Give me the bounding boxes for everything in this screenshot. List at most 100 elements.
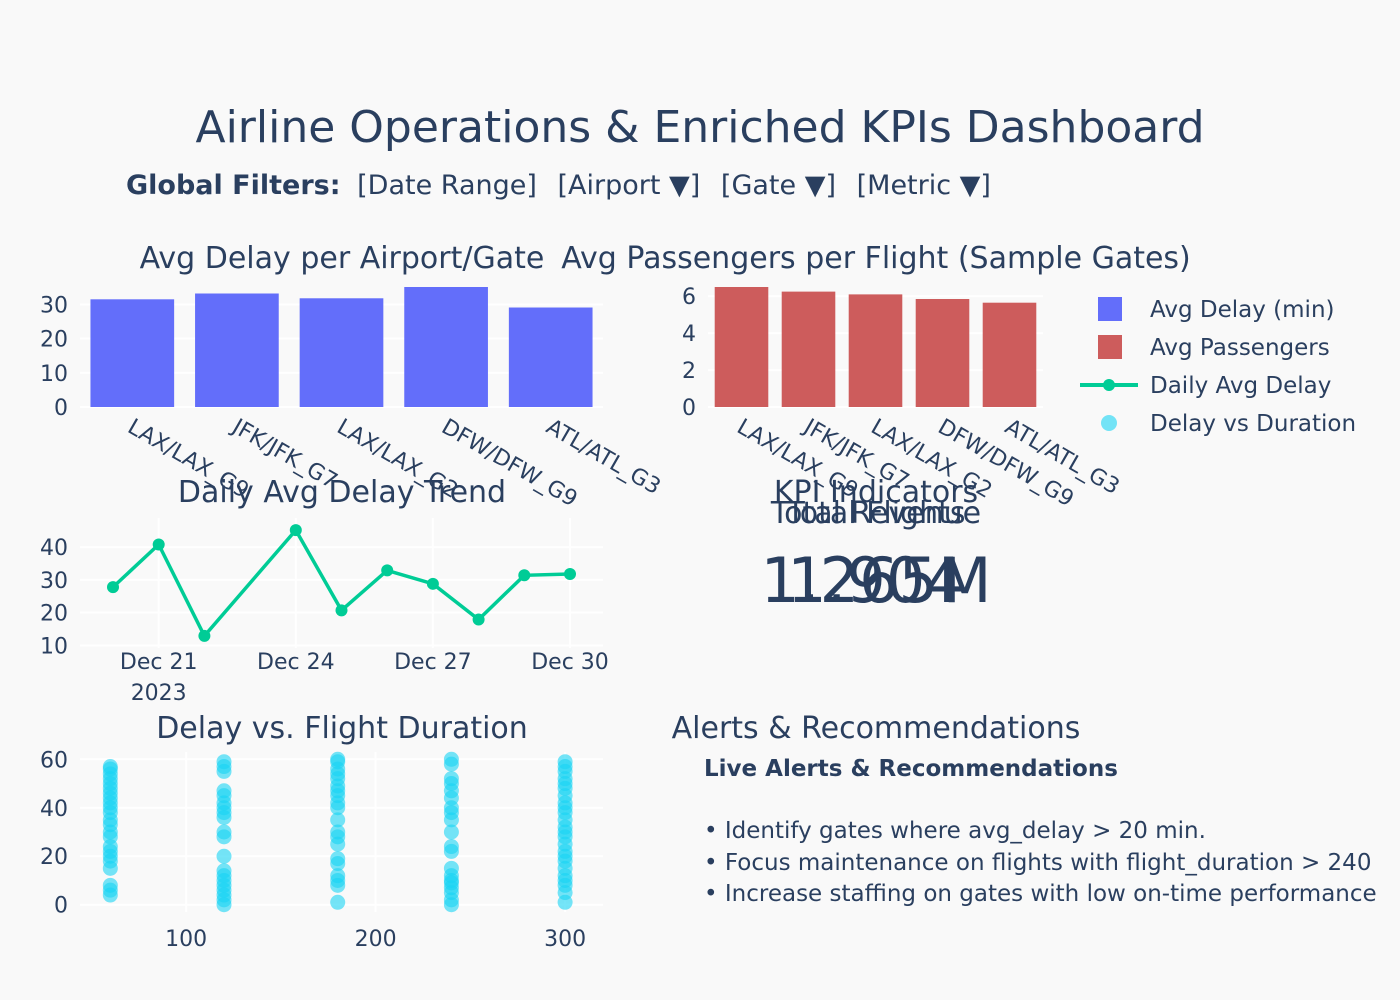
y-tick-label: 10	[40, 362, 68, 387]
y-tick-label: 10	[40, 634, 68, 659]
bar	[299, 298, 384, 407]
y-tick-label: 2	[682, 359, 696, 384]
y-tick-label: 4	[682, 322, 696, 347]
scatter-point	[330, 894, 346, 910]
legend-item-avg-passengers[interactable]: Avg Passengers	[1098, 335, 1330, 361]
global-filters: Global Filters: [Date Range] [Airport ▼]…	[126, 170, 991, 201]
legend: Avg Delay (min) Avg Passengers Daily Avg…	[1080, 297, 1356, 437]
scatter-chart-title: Delay vs. Flight Duration	[156, 711, 528, 746]
y-tick-label: 0	[54, 396, 68, 421]
scatter-point	[216, 754, 232, 770]
kpi-label-total-flights: Total Flights	[786, 496, 966, 531]
x-tick-label: Dec 27	[394, 650, 472, 675]
scatter-point	[330, 751, 346, 767]
scatter-point	[443, 771, 459, 787]
alerts-heading: Live Alerts & Recommendations	[704, 756, 1118, 782]
legend-swatch-avg-delay	[1098, 297, 1122, 321]
scatter-point	[330, 812, 346, 828]
kpi-label-total-revenue: Total Revenue	[770, 496, 981, 531]
delay-duration-scatter: 0 20 40 60 100 200 300	[40, 748, 603, 952]
bar	[982, 302, 1037, 407]
scatter-point	[443, 839, 459, 855]
y-tick-label: 20	[40, 602, 68, 627]
data-point	[426, 577, 439, 590]
bar	[714, 287, 769, 407]
scatter-point	[330, 868, 346, 884]
filter-gate[interactable]: [Gate ▼]	[721, 170, 836, 201]
legend-label: Daily Avg Delay	[1150, 373, 1331, 399]
legend-item-delay-vs-duration[interactable]: Delay vs Duration	[1101, 411, 1356, 437]
filter-date-range[interactable]: [Date Range]	[357, 170, 537, 201]
data-point	[518, 569, 531, 582]
bar	[508, 307, 593, 407]
data-point	[472, 613, 485, 626]
legend-swatch-avg-passengers	[1098, 335, 1122, 359]
scatter-point	[216, 863, 232, 879]
data-point	[289, 524, 302, 537]
scatter-point	[330, 824, 346, 840]
y-tick-label: 60	[40, 748, 68, 773]
alert-item: • Focus maintenance on flights with flig…	[704, 850, 1371, 876]
y-tick-label: 30	[40, 293, 68, 318]
bar	[195, 293, 279, 407]
scatter-point	[557, 754, 573, 770]
scatter-point	[102, 759, 118, 775]
scatter-point	[330, 851, 346, 867]
avg-delay-bar-chart: 0102030LAX/LAX_G9JFK/JFK_G7LAX/LAX_G2DFW…	[40, 287, 665, 512]
scatter-point	[443, 824, 459, 840]
data-point	[152, 538, 165, 551]
svg-text:Global Filters: [Date Ra: Global Filters: [Date Range] [Airport ▼]…	[126, 170, 991, 201]
scatter-point	[443, 751, 459, 767]
y-tick-label: 30	[40, 569, 68, 594]
kpi-panel-title: KPI Indicators	[774, 475, 978, 510]
page-title: Airline Operations & Enriched KPIs Dashb…	[195, 102, 1204, 153]
filter-metric[interactable]: [Metric ▼]	[857, 170, 991, 201]
y-tick-label: 40	[40, 797, 68, 822]
legend-marker-delay-vs-duration	[1101, 415, 1117, 431]
avg-passengers-bar-chart: 0246LAX/LAX_G9JFK/JFK_G7LAX/LAX_G2DFW/DF…	[682, 285, 1123, 512]
data-point	[335, 604, 348, 617]
alert-item: • Identify gates where avg_delay > 20 mi…	[704, 818, 1206, 844]
bar	[915, 299, 970, 407]
legend-label: Avg Delay (min)	[1150, 297, 1335, 323]
bar	[90, 299, 175, 407]
x-tick-label: Dec 21	[120, 650, 198, 675]
filter-airport[interactable]: [Airport ▼]	[557, 170, 700, 201]
bar	[404, 287, 488, 407]
y-tick-label: 0	[54, 894, 68, 919]
x-tick-label: Dec 24	[257, 650, 335, 675]
data-point	[107, 581, 119, 594]
kpi-value-total-flights: 1.904	[787, 544, 965, 617]
daily-delay-line-chart: 10 20 30 40 Dec 21 Dec 24 Dec 27 Dec 30 2023	[40, 518, 609, 706]
alerts-panel-title: Alerts & Recommendations	[672, 711, 1081, 746]
scatter-point	[102, 877, 118, 893]
legend-label: Delay vs Duration	[1150, 411, 1356, 437]
kpi-value-total-revenue: 1.265M	[761, 544, 992, 617]
passengers-chart-title: Avg Passengers per Flight (Sample Gates)	[561, 241, 1191, 276]
kpi-indicators: Total Revenue Total Flights 1.265M 1.904	[761, 496, 992, 617]
delay-chart-title: Avg Delay per Airport/Gate	[140, 241, 545, 276]
scatter-point	[443, 860, 459, 876]
y-tick-label: 20	[40, 328, 68, 353]
data-point	[381, 564, 394, 577]
legend-label: Avg Passengers	[1150, 335, 1330, 361]
x-tick-label: 300	[544, 927, 586, 952]
x-tick-label: Dec 30	[531, 650, 609, 675]
data-point	[564, 567, 576, 580]
scatter-point	[216, 848, 232, 864]
y-tick-label: 0	[682, 396, 696, 421]
filters-label: Global Filters:	[126, 170, 341, 201]
data-point	[198, 629, 211, 642]
y-tick-label: 40	[40, 536, 68, 561]
trend-chart-title: Daily Avg Delay Trend	[178, 475, 506, 510]
scatter-point	[216, 824, 232, 840]
bar	[781, 291, 836, 407]
x-tick-label: 100	[165, 927, 207, 952]
bar	[848, 294, 903, 407]
trend-line	[111, 527, 571, 640]
alert-item: • Increase staffing on gates with low on…	[704, 881, 1377, 907]
legend-item-daily-avg-delay[interactable]: Daily Avg Delay	[1080, 373, 1331, 399]
y-tick-label: 20	[40, 845, 68, 870]
legend-item-avg-delay[interactable]: Avg Delay (min)	[1098, 297, 1335, 323]
